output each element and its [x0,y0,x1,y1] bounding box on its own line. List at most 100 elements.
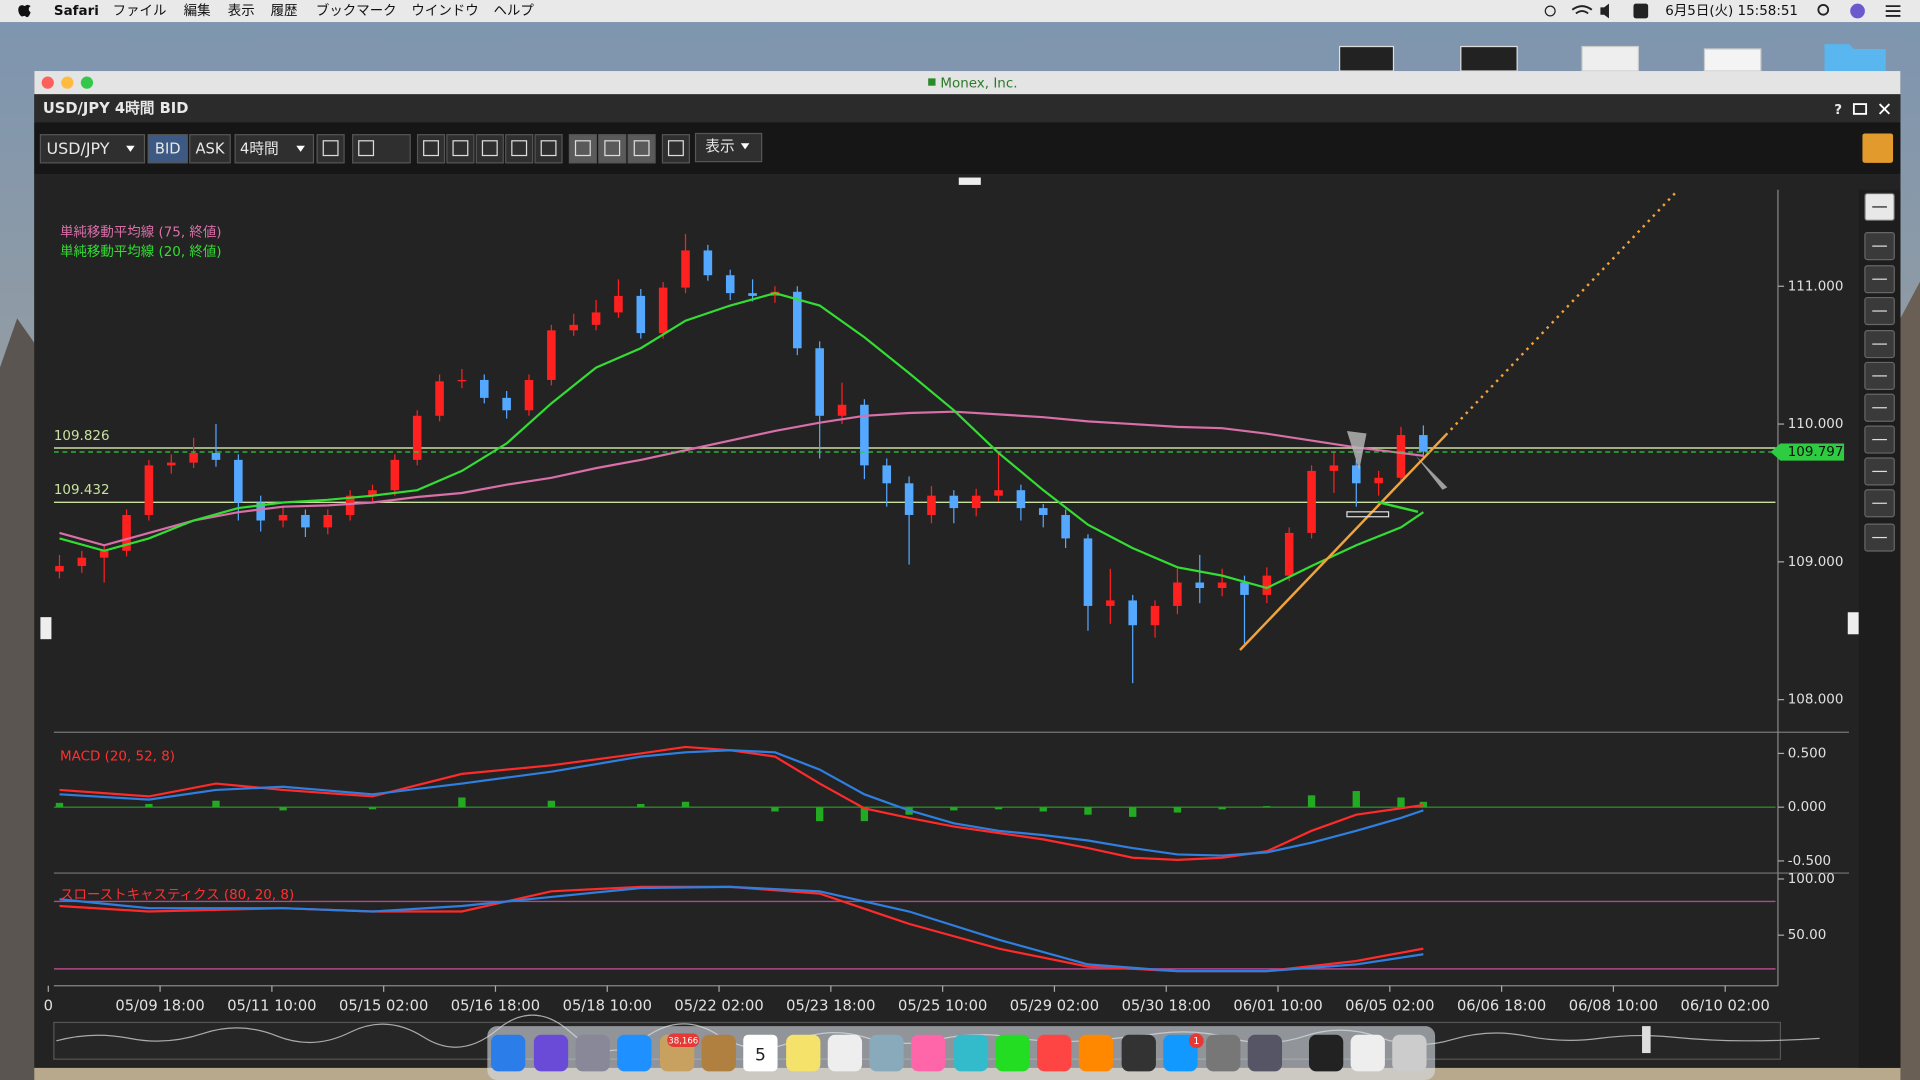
tool-button[interactable] [316,134,345,164]
x-tick-label: 06/10 02:00 [1681,998,1770,1015]
histogram-bar [212,800,220,808]
dock-icon[interactable] [1392,1034,1427,1072]
plot-area [53,745,1776,861]
input-icon[interactable] [1633,3,1649,19]
dock-icon[interactable] [575,1034,610,1072]
drawn-shape [1346,511,1390,518]
dock-icon[interactable] [995,1034,1030,1072]
zoom-button[interactable] [80,76,94,89]
dock-icon[interactable] [786,1034,821,1072]
dock-icon[interactable] [701,1034,736,1072]
bid-button[interactable] [147,134,188,164]
tool-button[interactable] [352,134,411,164]
apple-menu[interactable] [18,4,31,18]
menu-item[interactable]: 編集 [184,3,211,19]
symbol-label: USD/JPY [47,139,110,158]
ask-button[interactable] [189,134,231,164]
tool-icon [604,140,621,157]
menu-item[interactable]: ヘルプ [493,3,534,19]
siri-icon[interactable] [1850,3,1865,19]
scroll-left-handle[interactable] [40,617,52,640]
tool-icon [358,140,375,157]
calendar-icon[interactable] [743,1034,778,1072]
maximize-button[interactable] [1852,103,1868,115]
histogram-bar [1129,807,1137,817]
tool-button[interactable] [568,134,597,164]
y-tick-label: 50.00 [1788,928,1827,943]
chart-settings-button[interactable] [1862,133,1894,163]
menu-app[interactable]: Safari [54,4,99,19]
menu-item[interactable]: 履歴 [271,3,298,19]
x-tick-label: 06/08 10:00 [1569,998,1658,1015]
dock-icon[interactable] [1078,1034,1114,1072]
series-line [59,749,1424,857]
desktop-icon[interactable] [1460,45,1518,72]
display-menu[interactable] [694,132,763,163]
histogram-bar [1352,791,1360,808]
tool-button[interactable] [534,134,563,164]
dock-icon[interactable] [1163,1034,1198,1072]
tool-button[interactable] [661,134,690,164]
symbol-select[interactable] [39,134,146,164]
minimize-button[interactable] [61,76,74,89]
menu-item[interactable]: ブックマーク [316,2,397,19]
tool-button[interactable] [416,134,446,164]
series-line [59,410,1424,547]
tool-button[interactable] [446,134,475,164]
dock-icon[interactable] [491,1034,526,1072]
dock-icon[interactable] [827,1034,863,1072]
dock-icon[interactable] [1206,1034,1241,1072]
candle-body [144,465,154,515]
candle-body [412,415,422,460]
dock-icon[interactable] [1350,1034,1385,1072]
candle-body [1083,538,1093,606]
series-line [59,291,1424,590]
tool-button[interactable] [505,134,534,164]
candle-body [122,514,131,551]
dock-icon[interactable] [911,1034,946,1072]
x-tick-label: 05/09 18:00 [115,998,204,1015]
candle-body [569,324,579,331]
dock-icon[interactable] [533,1034,569,1072]
chart-area [34,173,1901,1068]
menu-item[interactable]: ファイル [113,4,167,19]
wifi-icon[interactable] [1571,5,1593,15]
close-button[interactable] [41,76,54,89]
candle-body [234,459,243,503]
menu-item[interactable]: 表示 [228,3,255,19]
collapse-tab[interactable] [958,177,981,185]
dock-icon[interactable] [953,1034,989,1072]
desktop-icon[interactable] [1338,45,1395,72]
desktop-icon[interactable] [1703,48,1762,72]
dock-icon[interactable] [869,1034,904,1072]
toolbar [34,122,1901,174]
tool-button[interactable] [598,134,627,164]
dock-icon[interactable] [617,1034,652,1072]
navigator-slider[interactable] [1642,1026,1651,1054]
search-icon[interactable] [1817,3,1830,16]
notification-icon[interactable] [1885,5,1901,17]
tool-button[interactable] [475,134,504,164]
histogram-bar [1307,795,1316,808]
histogram-bar [145,803,153,808]
folder-icon[interactable] [1824,44,1886,72]
tool-button[interactable] [627,134,656,164]
dock-icon[interactable] [1037,1034,1072,1072]
candle-body [1374,477,1383,484]
candle-body [971,495,981,509]
menu-item[interactable]: ウインドウ [411,3,478,19]
dock-icon[interactable] [1121,1034,1156,1072]
clock[interactable]: 6月5日(火) 15:58:51 [1665,4,1798,19]
scroll-right-handle[interactable] [1847,612,1859,635]
dock-icon[interactable] [1247,1034,1283,1072]
help-button[interactable]: ? [1834,103,1842,118]
lock-icon [928,78,936,86]
status-icon[interactable] [1544,5,1556,17]
candle-body [591,312,601,325]
desktop-icon[interactable] [1581,45,1639,72]
dock-icon[interactable] [1308,1034,1344,1072]
histogram-bar [860,807,869,822]
y-tick-label: 0.500 [1788,746,1827,761]
histogram-bar [1039,807,1047,812]
close-panel-button[interactable] [1878,103,1891,115]
